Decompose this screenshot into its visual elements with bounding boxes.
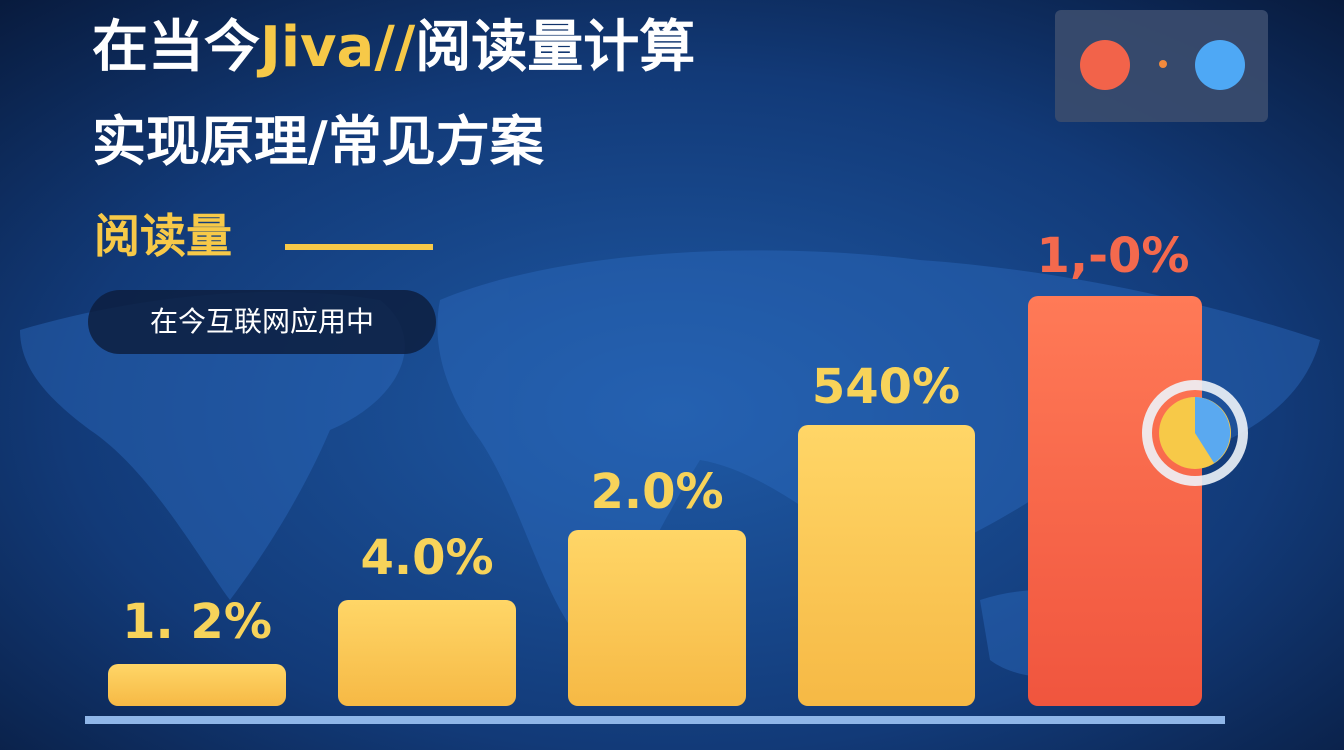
bar (798, 425, 975, 706)
bar-label: 1,-0% (1036, 228, 1189, 284)
bar (1028, 296, 1202, 706)
title-part: 在当今 (92, 15, 260, 80)
subtitle: 阅读量 (94, 209, 232, 263)
bar-label: 540% (812, 359, 960, 415)
title-part: 阅读量计算 (415, 15, 695, 80)
widget (1055, 10, 1268, 122)
bar-label: 2.0% (590, 464, 723, 520)
bar (568, 530, 746, 706)
donut-icon (1142, 380, 1248, 486)
bar (108, 664, 286, 706)
pill-text: 在今互联网应用中 (150, 305, 374, 338)
title: 在当今Jiva//阅读量计算 (92, 15, 695, 80)
baseline (85, 716, 1225, 724)
bar-label: 1. 2% (122, 594, 272, 650)
title-part: Jiva// (256, 15, 416, 80)
bar-label: 4.0% (360, 530, 493, 586)
bar (338, 600, 516, 706)
title-line2: 实现原理/常见方案 (92, 110, 545, 173)
pill (88, 290, 436, 354)
subtitle-underline (285, 244, 433, 250)
